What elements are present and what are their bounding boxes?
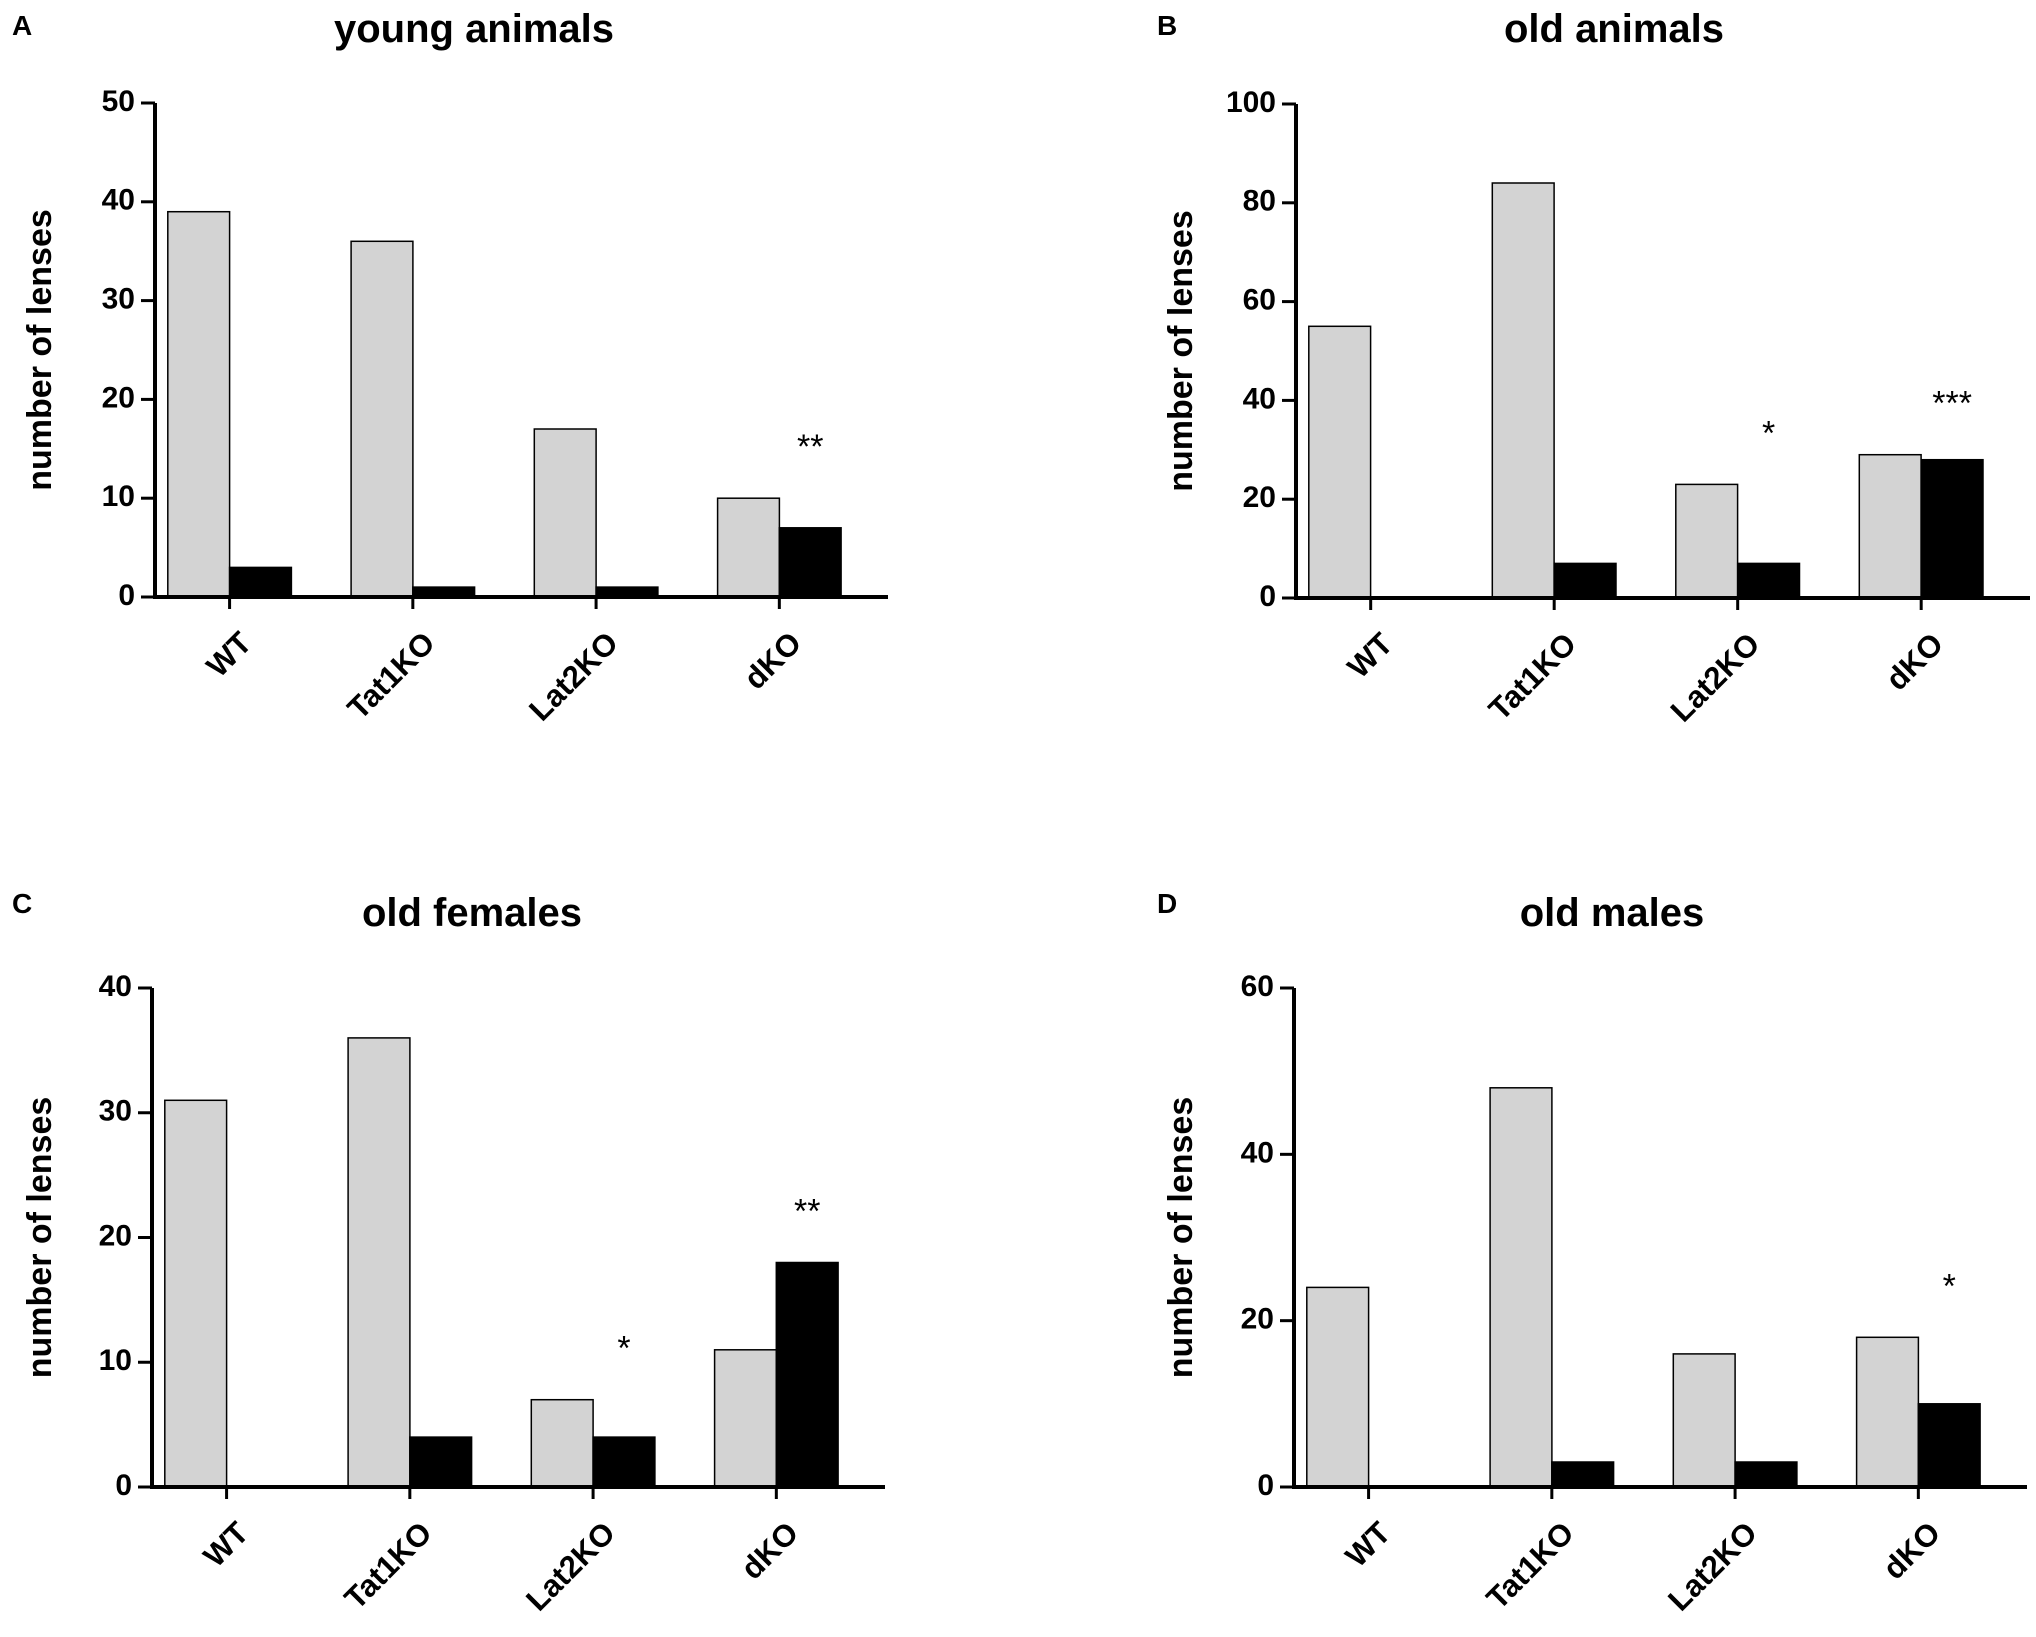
panel-c-significance-dko: ** bbox=[794, 1192, 820, 1230]
panel-a-y-tick-label-20: 20 bbox=[102, 381, 135, 414]
panel-c-x-tick-label-tat1ko: Tat1KO bbox=[338, 1515, 439, 1616]
panel-b-x-tick-label-tat1ko: Tat1KO bbox=[1482, 626, 1583, 727]
panel-d-bar-dko-grey bbox=[1855, 1336, 1920, 1488]
panel-a-y-tick-label-30: 30 bbox=[102, 283, 135, 316]
panel-a-significance-dko: ** bbox=[797, 428, 823, 466]
panel-a-bar-dko-black bbox=[778, 527, 842, 598]
panel-c-bar-tat1ko-grey bbox=[347, 1037, 411, 1488]
panel-b-bar-wt-grey bbox=[1308, 325, 1372, 599]
panel-c-bar-lat2ko-grey bbox=[530, 1398, 594, 1488]
panel-a-y-tick-label-40: 40 bbox=[102, 184, 135, 217]
panel-d-y-axis-label: number of lenses bbox=[1162, 1097, 1200, 1379]
panel-b-significance-lat2ko: * bbox=[1762, 414, 1775, 452]
panel-c-y-tick-label-20: 20 bbox=[99, 1219, 132, 1252]
panel-c-bar-dko-black bbox=[775, 1261, 839, 1488]
panel-a-y-tick-label-10: 10 bbox=[102, 480, 135, 513]
panel-c-x-tick-label-dko: dKO bbox=[734, 1515, 805, 1586]
panel-d-bar-tat1ko-grey bbox=[1489, 1087, 1553, 1488]
panel-b-significance-dko: *** bbox=[1932, 385, 1972, 423]
panel-b-y-tick-label-20: 20 bbox=[1243, 481, 1276, 514]
panel-c-y-tick-label-40: 40 bbox=[99, 970, 132, 1003]
panel-a-bar-wt-black bbox=[228, 566, 293, 598]
panel-b-letter: B bbox=[1157, 10, 1177, 41]
panel-d-y-tick-label-60: 60 bbox=[1241, 970, 1274, 1003]
panel-c-bar-wt-grey bbox=[164, 1099, 228, 1488]
panel-a-x-tick-label-tat1ko: Tat1KO bbox=[341, 625, 442, 726]
panel-a-title: young animals bbox=[334, 7, 614, 51]
panel-a-letter: A bbox=[12, 10, 32, 41]
panel-a-bar-lat2ko-grey bbox=[533, 428, 597, 598]
panel-d-bar-tat1ko-black bbox=[1551, 1461, 1615, 1488]
panel-b-y-axis-label: number of lenses bbox=[1162, 210, 1200, 492]
panel-b-bar-tat1ko-grey bbox=[1491, 182, 1555, 599]
panel-d-y-tick-label-20: 20 bbox=[1241, 1303, 1274, 1336]
panel-c-letter: C bbox=[12, 888, 32, 919]
panel-a-x-tick-label-lat2ko: Lat2KO bbox=[522, 625, 625, 728]
panel-b-y-tick-label-80: 80 bbox=[1243, 185, 1276, 218]
panel-d-x-tick-label-dko: dKO bbox=[1876, 1515, 1947, 1586]
panel-d-x-tick-label-tat1ko: Tat1KO bbox=[1480, 1515, 1581, 1616]
panel-c-x-tick-label-wt: WT bbox=[197, 1515, 256, 1574]
panel-b-bar-tat1ko-black bbox=[1553, 562, 1617, 599]
panel-c-title: old females bbox=[362, 891, 582, 935]
panel-b-x-tick-label-dko: dKO bbox=[1879, 626, 1950, 697]
panel-c-y-tick-label-30: 30 bbox=[99, 1095, 132, 1128]
panel-b-bar-lat2ko-black bbox=[1736, 562, 1801, 599]
panel-d-y-tick-label-40: 40 bbox=[1241, 1136, 1274, 1169]
panel-d-bar-wt-grey bbox=[1306, 1286, 1370, 1488]
panel-a-x-tick-label-dko: dKO bbox=[737, 625, 808, 696]
panel-b-bar-lat2ko-grey bbox=[1675, 483, 1739, 599]
panel-d-x-tick-label-wt: WT bbox=[1339, 1515, 1398, 1574]
panel-a-y-tick-label-50: 50 bbox=[102, 85, 135, 118]
panel-b-bar-dko-grey bbox=[1858, 453, 1922, 599]
panel-d-x-tick-label-lat2ko: Lat2KO bbox=[1661, 1515, 1764, 1618]
panel-b-y-tick-label-60: 60 bbox=[1243, 284, 1276, 317]
panel-c-y-axis-label: number of lenses bbox=[21, 1097, 59, 1379]
panel-a-bar-dko-grey bbox=[716, 497, 781, 598]
panel-c-bar-tat1ko-black bbox=[409, 1436, 473, 1488]
panel-b-x-tick-label-wt: WT bbox=[1341, 626, 1400, 685]
panel-c-bar-lat2ko-black bbox=[592, 1436, 656, 1488]
panel-d-significance-dko: * bbox=[1943, 1267, 1956, 1305]
panel-c-x-tick-label-lat2ko: Lat2KO bbox=[519, 1515, 622, 1618]
panel-a-x-tick-label-wt: WT bbox=[200, 625, 259, 684]
panel-c-y-tick-label-0: 0 bbox=[115, 1469, 132, 1502]
panel-d-title: old males bbox=[1520, 891, 1705, 935]
panel-a-bar-tat1ko-grey bbox=[350, 240, 414, 598]
panel-b-y-tick-label-100: 100 bbox=[1226, 86, 1276, 119]
panel-d-bar-lat2ko-grey bbox=[1672, 1353, 1736, 1488]
panel-b-y-tick-label-0: 0 bbox=[1259, 580, 1276, 613]
panel-d-y-tick-label-0: 0 bbox=[1257, 1469, 1274, 1502]
panel-b-title: old animals bbox=[1504, 7, 1724, 51]
panel-c-y-tick-label-10: 10 bbox=[99, 1344, 132, 1377]
panel-d-letter: D bbox=[1157, 888, 1177, 919]
panel-b-bar-dko-black bbox=[1920, 458, 1984, 599]
panel-a-y-tick-label-0: 0 bbox=[118, 579, 135, 612]
panel-a-y-axis-label: number of lenses bbox=[21, 209, 59, 491]
panel-c-bar-dko-grey bbox=[713, 1349, 778, 1488]
panel-a-bar-wt-grey bbox=[167, 210, 231, 598]
panel-b-y-tick-label-40: 40 bbox=[1243, 382, 1276, 415]
panel-c-significance-lat2ko: * bbox=[617, 1330, 630, 1368]
panel-d-bar-lat2ko-black bbox=[1734, 1461, 1798, 1488]
panel-b-x-tick-label-lat2ko: Lat2KO bbox=[1664, 626, 1767, 729]
panel-d-bar-dko-black bbox=[1917, 1403, 1981, 1488]
